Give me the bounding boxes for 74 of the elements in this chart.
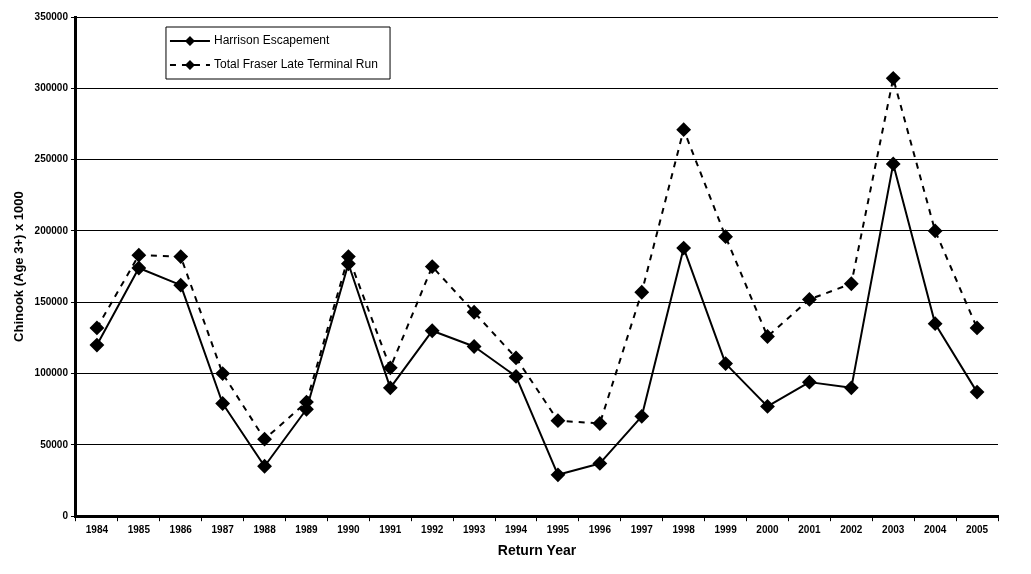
point — [592, 416, 607, 431]
x-tick-label: 1987 — [211, 523, 235, 535]
x-tick-label: 2003 — [882, 523, 905, 535]
y-tick-label: 200000 — [34, 224, 69, 236]
point — [802, 292, 817, 307]
point — [89, 338, 104, 353]
x-tick-label: 1989 — [295, 523, 319, 535]
x-tick-label: 1999 — [714, 523, 738, 535]
point — [676, 122, 691, 137]
y-tick-label: 0 — [62, 509, 69, 521]
y-tick-label: 350000 — [34, 10, 69, 22]
point — [970, 320, 985, 335]
y-tick-label: 300000 — [34, 82, 69, 94]
point — [550, 467, 565, 482]
point — [970, 385, 985, 400]
x-tick-label: 1992 — [421, 523, 444, 535]
point — [425, 323, 440, 338]
y-tick-label: 150000 — [34, 296, 69, 308]
x-tick-label: 1990 — [337, 523, 360, 535]
y-axis-title: Chinook (Age 3+) x 1000 — [11, 191, 27, 342]
x-tick-label: 1993 — [462, 523, 486, 535]
y-tick-label: 100000 — [34, 367, 69, 379]
point — [718, 356, 733, 371]
y-tick-label: 250000 — [34, 153, 69, 165]
x-tick-label: 1991 — [379, 523, 402, 535]
x-tick-label: 1988 — [253, 523, 277, 535]
point — [550, 413, 565, 428]
point — [760, 329, 775, 344]
point — [760, 399, 775, 414]
x-tick-label: 2001 — [798, 523, 821, 535]
x-tick-label: 1994 — [504, 523, 528, 535]
point — [844, 380, 859, 395]
point — [215, 396, 230, 411]
point — [886, 156, 901, 171]
x-tick-label: 1995 — [546, 523, 570, 535]
x-tick-label: 2005 — [965, 523, 989, 535]
point — [173, 249, 188, 264]
point — [383, 360, 398, 375]
point — [173, 278, 188, 293]
point — [467, 339, 482, 354]
point — [509, 369, 524, 384]
x-tick-label: 1985 — [127, 523, 151, 535]
point — [592, 456, 607, 471]
point — [802, 375, 817, 390]
point — [928, 316, 943, 331]
x-tick-label: 2002 — [840, 523, 863, 535]
point — [509, 350, 524, 365]
x-tick-label: 1996 — [588, 523, 612, 535]
x-tick-label: 2004 — [924, 523, 947, 535]
legend-label: Total Fraser Late Terminal Run — [213, 57, 378, 72]
point — [425, 259, 440, 274]
point — [257, 432, 272, 447]
point — [215, 366, 230, 381]
point — [131, 248, 146, 263]
legend-label: Harrison Escapement — [213, 33, 331, 48]
x-tick-label: 1986 — [169, 523, 193, 535]
point — [886, 71, 901, 86]
point — [844, 276, 859, 291]
point — [383, 380, 398, 395]
x-tick-label: 2000 — [756, 523, 780, 535]
x-axis-title: Return Year — [497, 542, 577, 559]
point — [257, 459, 272, 474]
point — [89, 320, 104, 335]
point — [467, 305, 482, 320]
x-tick-label: 1984 — [85, 523, 109, 535]
x-tick-label: 1997 — [630, 523, 654, 535]
point — [676, 241, 691, 256]
point — [131, 261, 146, 276]
y-tick-label: 50000 — [40, 438, 69, 450]
point — [634, 285, 649, 300]
point — [928, 223, 943, 238]
point — [634, 409, 649, 424]
point — [718, 229, 733, 244]
x-tick-label: 1998 — [672, 523, 696, 535]
